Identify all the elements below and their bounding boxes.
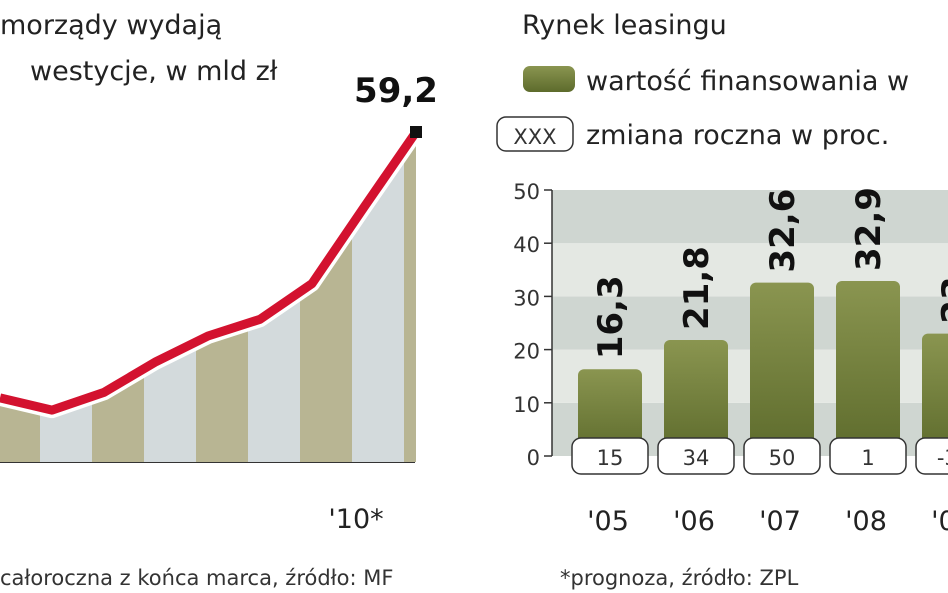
value-label: 16,3: [591, 275, 631, 359]
bar: [750, 282, 814, 456]
plot: 0 10 20 30 40 50 16,3 15 '05 21,8 34 '06 32,6 50 '07 32…: [513, 180, 948, 537]
x-tick-label: '06: [673, 506, 715, 537]
change-box: [657, 437, 735, 475]
bar: [578, 369, 642, 456]
grid-band: [552, 190, 948, 244]
legend-label: zmiana roczna w proc.: [586, 120, 889, 151]
point-marker: [410, 126, 422, 138]
chart-title: morządy wydają: [0, 10, 222, 41]
change-label: 15: [597, 446, 624, 470]
change-label: 1: [861, 446, 874, 470]
legend-swatch: [523, 66, 575, 92]
value-label: 32,9: [849, 187, 889, 271]
note: całoroczna z końca marca, źródło: MF: [0, 566, 393, 590]
left-chart: morządy wydają westycje, w mld zł całoro…: [0, 10, 438, 590]
chart-subtitle: westycje, w mld zł: [30, 56, 278, 87]
bar: [922, 333, 948, 456]
y-tick-label: 20: [513, 340, 540, 364]
change-label: 50: [769, 446, 796, 470]
y-tick-label: 30: [513, 286, 540, 310]
area: [0, 132, 416, 462]
note: *prognoza, źródło: ZPL: [560, 566, 799, 590]
legend-label: wartość finansowania w: [586, 66, 909, 97]
value-label: 21,8: [677, 246, 717, 330]
x-tick-label: '10*: [328, 504, 383, 535]
value-label: 59,2: [354, 71, 438, 111]
line: [0, 129, 420, 415]
bar: [836, 280, 900, 456]
chart-title: Rynek leasingu: [522, 10, 727, 41]
x-tick-label: '05: [587, 506, 629, 537]
right-chart: Rynek leasingu wartość finansowania w XX…: [496, 10, 948, 590]
value-label: 23: [935, 276, 948, 323]
x-tick-label: '08: [845, 506, 887, 537]
value-label: 32,6: [763, 189, 803, 273]
y-tick-label: 40: [513, 233, 540, 257]
legend-box: [496, 116, 574, 152]
bar: [664, 340, 728, 456]
change-label: -30: [937, 446, 948, 470]
change-box: [571, 437, 649, 475]
x-tick-label: '07: [759, 506, 801, 537]
change-box: [829, 437, 907, 475]
legend-sample: XXX: [513, 125, 556, 149]
y-tick-label: 10: [513, 393, 540, 417]
change-box: [915, 437, 948, 475]
change-label: 34: [683, 446, 710, 470]
change-box: [743, 437, 821, 475]
x-tick-label: '09: [931, 506, 948, 537]
y-tick-label: 50: [513, 180, 540, 204]
y-tick-label: 0: [527, 446, 540, 470]
